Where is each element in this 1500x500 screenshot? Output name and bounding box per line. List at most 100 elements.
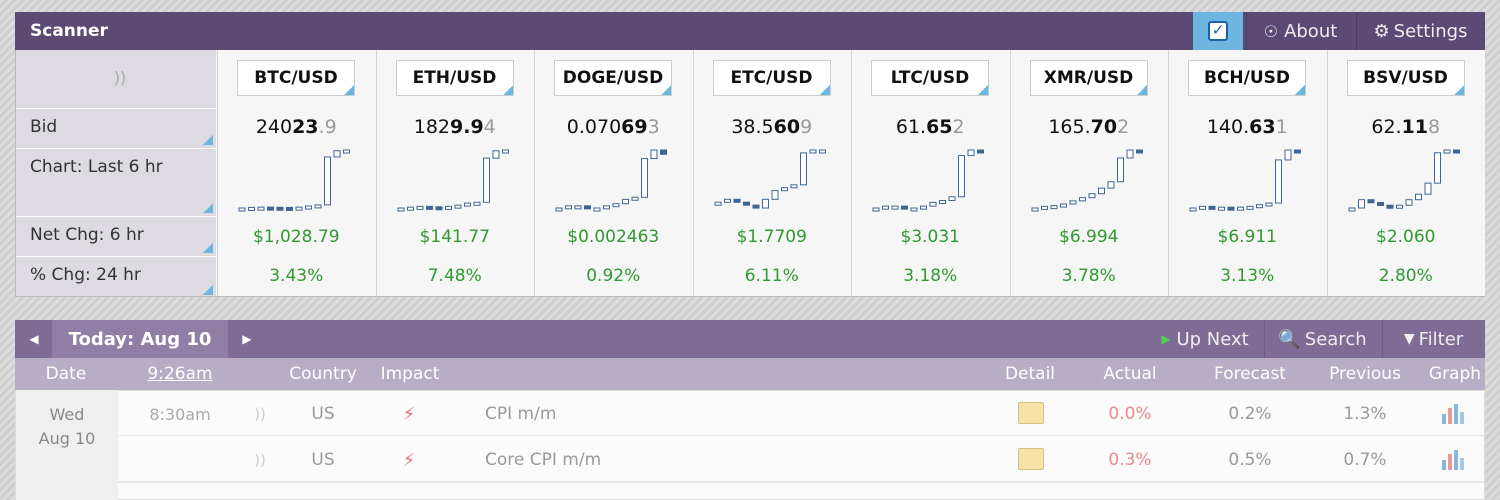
- graph-icon-bar: [1442, 460, 1446, 470]
- bid-lead: 240: [255, 116, 293, 138]
- symbol-button[interactable]: ETH/USD: [395, 60, 514, 96]
- candle: [1348, 207, 1355, 212]
- graph-icon[interactable]: [1442, 402, 1466, 424]
- sparkline: [1348, 149, 1460, 212]
- column-header: Date: [45, 364, 87, 384]
- candle: [967, 149, 975, 157]
- symbol-button[interactable]: XMR/USD: [1029, 60, 1148, 96]
- candle: [257, 206, 265, 211]
- checkbox-button[interactable]: ✓: [1193, 12, 1243, 50]
- pct-change: 3.43%: [269, 266, 324, 286]
- corner-mark: [978, 85, 988, 95]
- candle: [1050, 205, 1057, 210]
- detail-icon[interactable]: [1018, 402, 1044, 424]
- calendar-bar: [15, 320, 1485, 358]
- candle: [1246, 205, 1254, 210]
- symbol-button[interactable]: BCH/USD: [1188, 60, 1306, 96]
- candle: [238, 207, 246, 212]
- bid: 182 9.9 4: [376, 112, 535, 142]
- candle: [1275, 159, 1282, 204]
- checkbox: ✓: [1208, 21, 1228, 41]
- candle: [1078, 197, 1086, 202]
- graph-icon-bar: [1454, 404, 1458, 424]
- candle: [603, 205, 610, 210]
- candle: [295, 206, 303, 211]
- candle: [1443, 149, 1450, 154]
- candle: [1107, 181, 1114, 189]
- search-button[interactable]: 🔍 Search: [1264, 320, 1380, 358]
- candle: [1135, 149, 1143, 154]
- sparkline: [397, 149, 509, 212]
- candle: [593, 207, 601, 212]
- candle: [1088, 193, 1095, 199]
- event-forecast: 0.5%: [1228, 450, 1272, 470]
- event-name[interactable]: CPI m/m: [485, 404, 557, 424]
- signal-icon: )): [113, 67, 127, 87]
- row-label: Bid: [16, 108, 216, 146]
- column-header[interactable]: 9:26am: [147, 364, 213, 384]
- impact-icon: ⚡: [402, 403, 416, 425]
- candle: [901, 205, 908, 210]
- event-forecast: 0.2%: [1228, 404, 1272, 424]
- event-name[interactable]: Core CPI m/m: [485, 450, 602, 470]
- sparkline: [1189, 149, 1301, 212]
- bid-lead: 140.: [1206, 116, 1250, 138]
- corner-mark: [819, 85, 830, 95]
- event-row: [118, 482, 1484, 500]
- corner-mark: [203, 203, 213, 213]
- candle: [565, 205, 572, 210]
- candle: [714, 201, 721, 206]
- candle: [882, 205, 889, 210]
- up-next-button[interactable]: ▶ Up Next: [1148, 320, 1262, 358]
- signal-icon: )): [254, 405, 266, 423]
- date-day: Wed: [49, 404, 85, 424]
- candle: [584, 205, 591, 210]
- net-change: $141.77: [419, 227, 490, 247]
- detail-icon[interactable]: [1018, 448, 1044, 470]
- bid-big: 69: [621, 116, 648, 138]
- bid-tail: 1: [1275, 116, 1288, 138]
- filter-icon: ▼: [1403, 331, 1415, 347]
- settings-button[interactable]: ⚙ Settings: [1356, 12, 1484, 50]
- symbol-button[interactable]: BSV/USD: [1346, 60, 1465, 96]
- sparkline: [872, 149, 984, 212]
- candle: [780, 187, 788, 192]
- column-header: Previous: [1329, 364, 1401, 384]
- about-button[interactable]: ☉ About: [1246, 12, 1354, 50]
- signal-icon: )): [254, 451, 266, 469]
- net-change: $6.911: [1217, 227, 1277, 247]
- prev-day[interactable]: ◀: [29, 332, 39, 346]
- candle: [910, 207, 918, 212]
- candle: [286, 206, 293, 211]
- candle: [1218, 206, 1225, 211]
- candle: [397, 207, 404, 212]
- corner-mark: [661, 85, 671, 95]
- filter-button[interactable]: ▼ Filter: [1382, 320, 1484, 358]
- pct-change: 0.92%: [586, 266, 641, 286]
- bid-lead: 61.: [895, 116, 927, 138]
- candle: [1116, 157, 1124, 183]
- next-day[interactable]: ▶: [242, 332, 252, 346]
- row-label: Chart: Last 6 hr: [16, 148, 216, 214]
- symbol-button[interactable]: BTC/USD: [237, 60, 355, 96]
- graph-icon[interactable]: [1442, 448, 1466, 470]
- pct-change: 3.18%: [903, 266, 958, 286]
- event-actual: 0.3%: [1108, 450, 1152, 470]
- corner-mark: [344, 85, 354, 95]
- net-change: $1,028.79: [252, 227, 340, 247]
- bid-tail: .9: [318, 116, 337, 138]
- candle: [723, 198, 731, 203]
- bid-big: 23: [292, 116, 319, 138]
- bid-tail: 3: [647, 116, 660, 138]
- candle: [809, 149, 816, 154]
- symbol-button[interactable]: DOGE/USD: [554, 60, 672, 96]
- symbol-button[interactable]: ETC/USD: [712, 60, 831, 96]
- graph-icon-bar: [1448, 454, 1452, 470]
- bid: 62. 11 8: [1327, 112, 1486, 142]
- day-button[interactable]: Today: Aug 10: [52, 320, 228, 358]
- row-label: Net Chg: 6 hr: [16, 216, 216, 254]
- symbol-button[interactable]: LTC/USD: [871, 60, 989, 96]
- column-header: Graph: [1428, 364, 1482, 384]
- pct-change: 3.78%: [1061, 266, 1116, 286]
